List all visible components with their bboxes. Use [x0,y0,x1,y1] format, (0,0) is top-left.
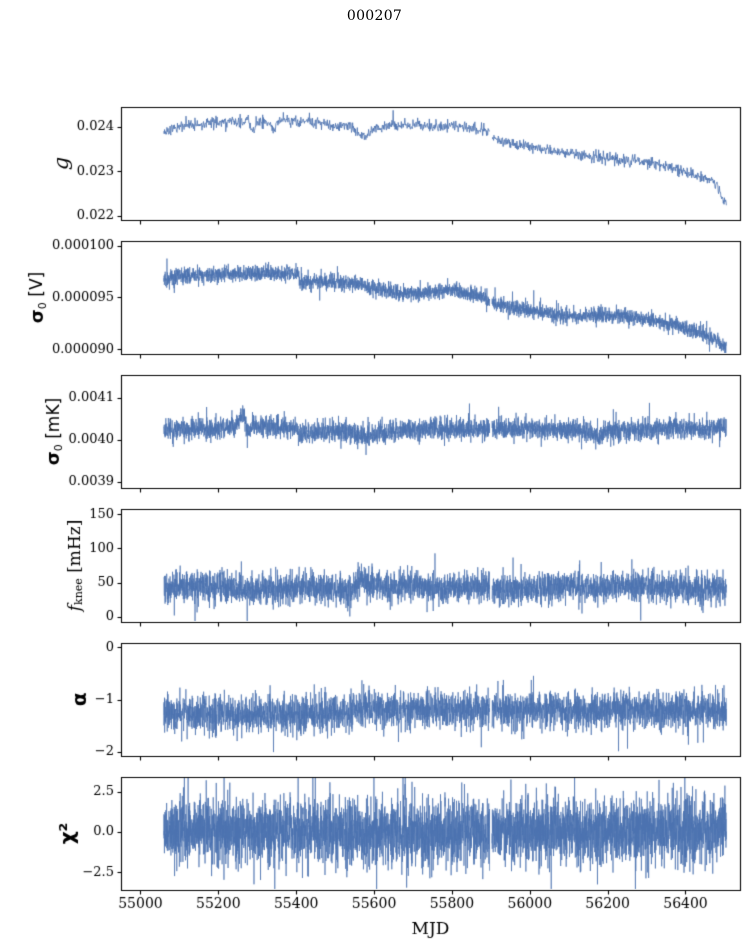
figure-title: 000207 [346,8,403,24]
